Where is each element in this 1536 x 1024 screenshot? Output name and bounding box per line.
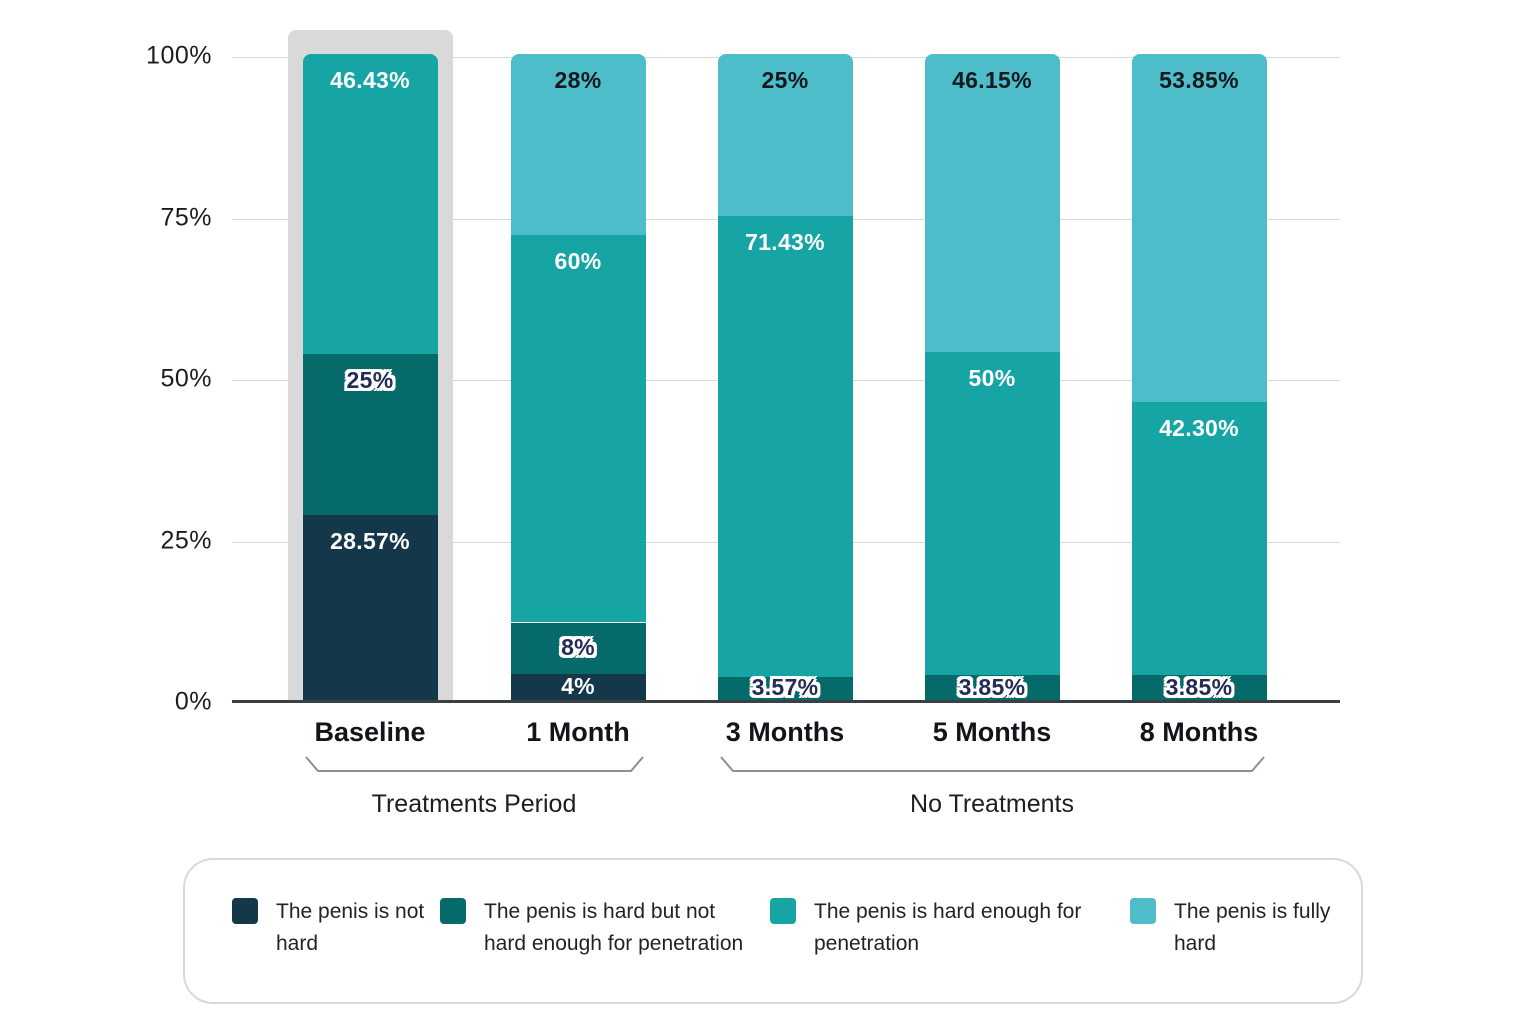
- legend-swatch-icon: [1130, 898, 1156, 924]
- bar-segment: 3.57%: [717, 674, 853, 701]
- y-axis-tick-label: 100%: [146, 41, 212, 70]
- bar-segment: 3.85%: [924, 673, 1060, 700]
- x-axis-label: 5 Months: [932, 717, 1052, 747]
- legend-item: The penis is not hard: [232, 896, 426, 959]
- segment-value-label: 42.30%: [1159, 414, 1239, 441]
- group-label: No Treatments: [910, 790, 1074, 818]
- x-axis-label: 3 Months: [725, 717, 845, 747]
- y-axis-tick-label: 50%: [160, 364, 212, 393]
- bar-segment: 46.15%: [924, 54, 1060, 353]
- y-axis-tick-label: 75%: [160, 202, 212, 231]
- legend-swatch-icon: [232, 898, 258, 924]
- legend-label: The penis is hard enough for penetration: [814, 900, 1082, 955]
- segment-value-label: 50%: [968, 365, 1016, 392]
- segment-value-label: 28%: [554, 67, 602, 94]
- bar-segment: 25%: [717, 54, 853, 216]
- legend-label: The penis is hard but not hard enough fo…: [484, 900, 744, 955]
- legend: The penis is not hard The penis is hard b…: [183, 858, 1363, 1004]
- bar-segment: 8%: [510, 622, 646, 675]
- segment-value-label: 60%: [554, 247, 602, 274]
- legend-item: The penis is hard enough for penetration: [770, 896, 1102, 959]
- bar-segment: 71.43%: [717, 215, 853, 677]
- bar-baseline: 28.57% 25% 46.43%: [302, 54, 438, 700]
- segment-value-label: 4%: [561, 673, 595, 700]
- group-bracket: [304, 756, 644, 772]
- bar-5-months: 3.85% 50% 46.15%: [924, 54, 1060, 700]
- legend-label: The penis is not hard: [276, 900, 425, 955]
- legend-swatch-icon: [440, 898, 466, 924]
- y-axis-tick-label: 25%: [160, 525, 212, 554]
- bar-segment: 4%: [510, 673, 646, 700]
- bar-segment: 25%: [302, 353, 438, 516]
- segment-value-label: 25%: [346, 366, 394, 393]
- segment-value-label: 28.57%: [330, 528, 410, 555]
- bar-segment: 42.30%: [1131, 401, 1267, 676]
- segment-value-label: 3.85%: [958, 673, 1026, 700]
- segment-value-label: 25%: [761, 67, 809, 93]
- legend-swatch-icon: [770, 898, 796, 924]
- segment-value-label: 46.43%: [330, 67, 410, 94]
- bar-segment: 28%: [510, 54, 646, 235]
- x-axis-label: 1 Month: [526, 717, 630, 747]
- group-bracket: [719, 756, 1265, 772]
- group-label: Treatments Period: [371, 790, 577, 818]
- bar-segment: 53.85%: [1131, 54, 1267, 402]
- bar-segment: 46.43%: [302, 54, 438, 354]
- legend-item: The penis is hard but not hard enough fo…: [440, 896, 746, 959]
- x-axis-label: Baseline: [314, 717, 426, 747]
- segment-value-label: 46.15%: [952, 67, 1032, 94]
- legend-label: The penis is fully hard: [1174, 900, 1331, 955]
- bar-3-months: 3.57% 71.43% 25%: [717, 54, 853, 701]
- plot-area: 100% 75% 50% 25% 0% 28.57% 25% 46.43% Baseline 4%…: [146, 30, 1340, 818]
- segment-value-label: 53.85%: [1159, 67, 1239, 94]
- segment-value-label: 71.43%: [745, 228, 825, 255]
- legend-item: The penis is fully hard: [1130, 896, 1334, 959]
- bar-segment: 28.57%: [302, 515, 438, 700]
- bar-1-month: 4% 8% 60% 28%: [510, 54, 646, 700]
- segment-value-label: 3.57%: [751, 674, 819, 701]
- bar-segment: 60%: [510, 234, 646, 623]
- segment-value-label: 8%: [561, 634, 595, 661]
- y-axis-tick-label: 0%: [174, 687, 212, 716]
- bar-segment: 50%: [924, 352, 1060, 676]
- x-axis-label: 8 Months: [1139, 717, 1259, 747]
- bar-8-months: 3.85% 42.30% 53.85%: [1131, 54, 1267, 700]
- segment-value-label: 3.85%: [1165, 673, 1233, 700]
- bar-segment: 3.85%: [1131, 673, 1267, 700]
